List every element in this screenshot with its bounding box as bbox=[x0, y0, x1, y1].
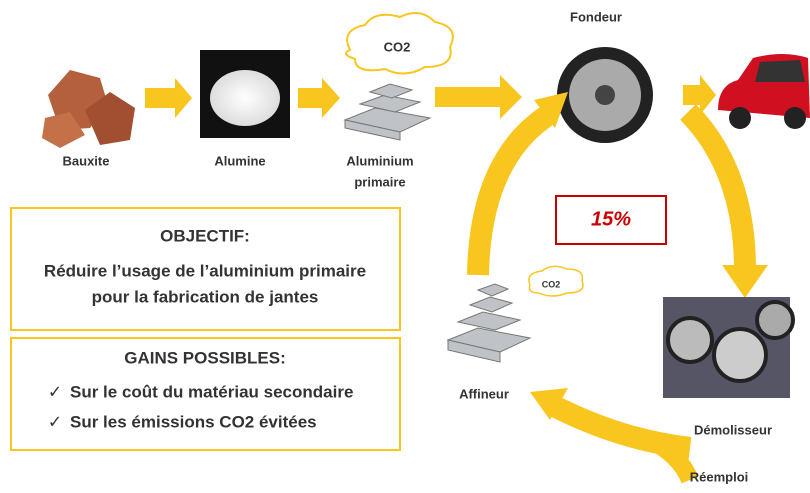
ingots bbox=[345, 84, 430, 140]
co2-label: CO2 bbox=[542, 279, 561, 289]
cycle-arrow bbox=[688, 112, 745, 270]
car bbox=[718, 54, 810, 129]
bauxite-image bbox=[42, 70, 135, 148]
wheel bbox=[714, 329, 766, 381]
check: ✓ bbox=[48, 382, 62, 401]
gain-item: Sur les émissions CO2 évitées bbox=[70, 412, 317, 431]
arrow bbox=[145, 78, 192, 118]
aluminium-label: Aluminium bbox=[346, 153, 413, 168]
objectif-title: OBJECTIF: bbox=[160, 226, 250, 245]
arrowhead bbox=[722, 265, 768, 298]
check: ✓ bbox=[48, 412, 62, 431]
wheel bbox=[668, 318, 712, 362]
reemploi-label: Réemploi bbox=[690, 469, 749, 484]
arrow bbox=[435, 75, 522, 119]
percent: 15% bbox=[591, 208, 631, 230]
gain-item: Sur le coût du matériau secondaire bbox=[70, 382, 353, 401]
alumine-label: Alumine bbox=[214, 153, 265, 168]
hub bbox=[595, 85, 615, 105]
powder bbox=[210, 70, 280, 126]
ingots bbox=[448, 284, 530, 362]
arrow bbox=[298, 78, 340, 118]
gains-title: GAINS POSSIBLES: bbox=[124, 348, 286, 367]
co2-label: CO2 bbox=[384, 39, 411, 54]
aluminium-label: primaire bbox=[354, 174, 405, 189]
demolisseur-label: Démolisseur bbox=[694, 422, 772, 437]
objectif-line: Réduire l’usage de l’aluminium primaire bbox=[44, 261, 366, 280]
objectif-line: pour la fabrication de jantes bbox=[92, 287, 319, 306]
affineur-label: Affineur bbox=[459, 386, 509, 401]
cycle-arrow bbox=[478, 115, 548, 275]
wheel bbox=[757, 302, 793, 338]
diagram: CO2 15% CO2 Bauxite Alumine Aluminium pr… bbox=[0, 0, 810, 493]
bauxite-label: Bauxite bbox=[63, 153, 110, 168]
fondeur-label: Fondeur bbox=[570, 9, 622, 24]
